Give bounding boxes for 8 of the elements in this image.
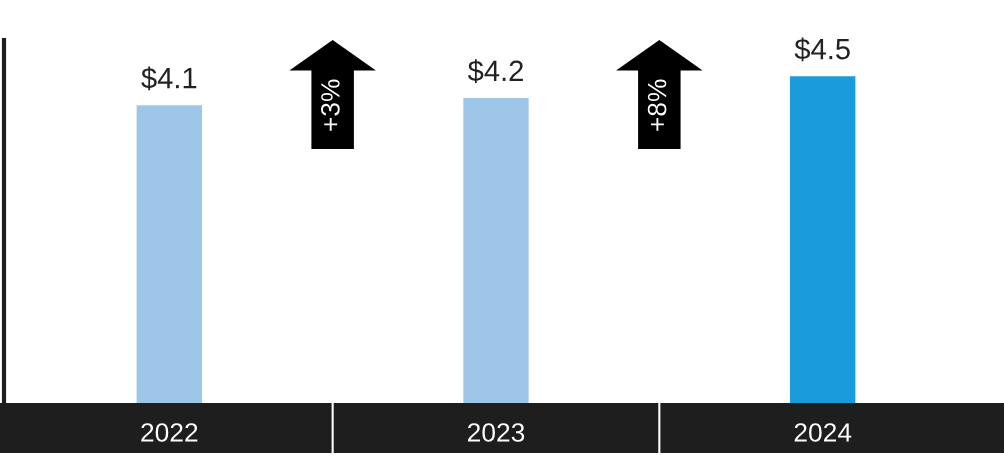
annotation: +3% xyxy=(321,79,340,131)
x-tick-label: 2023 xyxy=(467,423,525,442)
data-label: $4.1 xyxy=(141,66,197,91)
annotation: +8% xyxy=(647,79,667,131)
x-tick-label: 2022 xyxy=(141,423,198,442)
data-label: $4.2 xyxy=(467,59,523,83)
x-tick-label: 2024 xyxy=(794,423,852,442)
data-label: $4.5 xyxy=(794,37,850,62)
